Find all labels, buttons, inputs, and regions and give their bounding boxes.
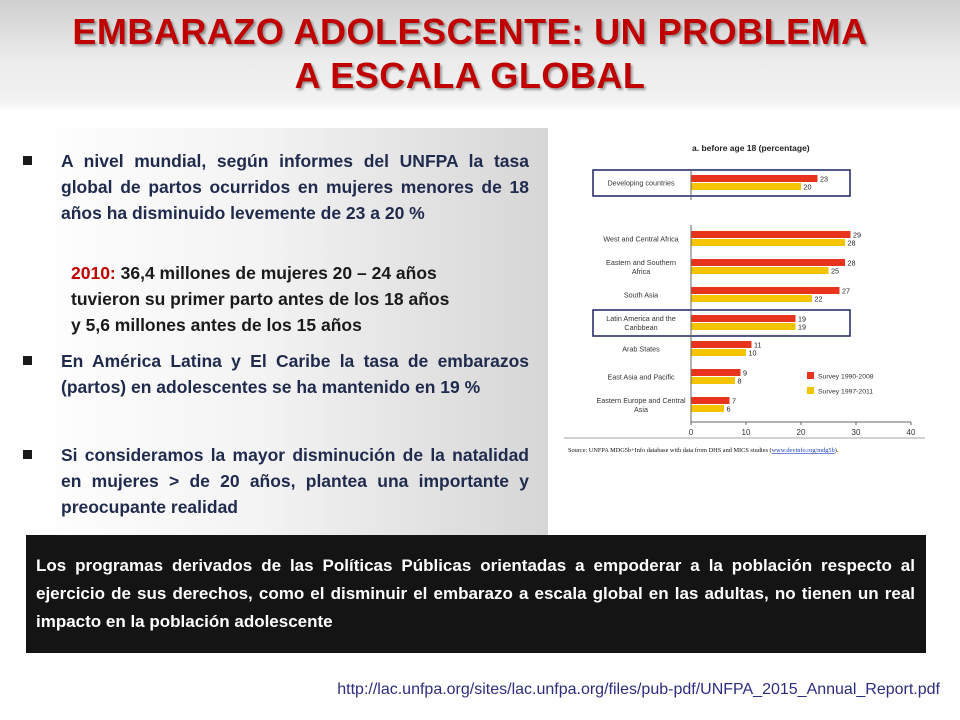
bullet-text: A nivel mundial, según informes del UNFP… — [61, 151, 529, 223]
chart-source-link[interactable]: www.devinfo.org/mdg5b — [772, 447, 835, 454]
category-label: Developing countries — [607, 179, 675, 188]
chart-figure: a. before age 18 (percentage) Developing … — [562, 132, 927, 462]
x-tick-label: 30 — [852, 428, 861, 437]
chart-source-prefix: Source: UNFPA MDG5b+Info database with d… — [568, 447, 772, 454]
bar-value-label: 25 — [831, 266, 839, 275]
source-url[interactable]: http://lac.unfpa.org/sites/lac.unfpa.org… — [337, 681, 940, 698]
bar-value-label: 11 — [754, 340, 761, 349]
bar — [691, 295, 812, 302]
category-label: East Asia and Pacific — [607, 373, 675, 382]
bullet-text: Si consideramos la mayor disminución de … — [61, 445, 529, 517]
bar-value-label: 28 — [848, 258, 856, 267]
bar-value-label: 27 — [842, 286, 850, 295]
bar — [691, 267, 829, 274]
bar-value-label: 23 — [820, 174, 828, 183]
bar-value-label: 10 — [749, 348, 757, 357]
category-label: West and Central Africa — [603, 235, 678, 244]
conclusion-text: Los programas derivados de las Políticas… — [36, 556, 915, 631]
text-panel: A nivel mundial, según informes del UNFP… — [23, 128, 548, 538]
bullet-global-rate: A nivel mundial, según informes del UNFP… — [23, 148, 529, 226]
x-tick-label: 10 — [742, 428, 751, 437]
category-label: Asia — [634, 405, 648, 414]
stat-year: 2010: — [71, 263, 116, 283]
category-label: Eastern and Southern — [606, 258, 676, 267]
highlight-box — [592, 309, 851, 337]
bar — [691, 239, 845, 246]
bar — [691, 397, 730, 404]
x-tick-label: 40 — [907, 428, 916, 437]
bar-value-label: 9 — [743, 368, 747, 377]
x-tick-label: 0 — [689, 428, 694, 437]
stat-line-3: y 5,6 millones antes de los 15 años — [71, 315, 362, 335]
bar — [691, 259, 845, 266]
bar-chart: a. before age 18 (percentage) Developing … — [564, 143, 925, 454]
chart-title: a. before age 18 (percentage) — [692, 143, 810, 153]
conclusion-box: Los programas derivados de las Políticas… — [26, 535, 926, 653]
stat-line-2: tuvieron su primer parto antes de los 18… — [71, 289, 450, 309]
bar-value-label: 29 — [853, 230, 861, 239]
bar — [691, 183, 801, 190]
bar — [691, 287, 840, 294]
bar-value-label: 19 — [798, 322, 806, 331]
title-line-2: A ESCALA GLOBAL — [294, 55, 646, 96]
bar — [691, 231, 851, 238]
title-band — [0, 0, 960, 112]
bar-value-label: 22 — [815, 294, 823, 303]
bullet-natality: Si consideramos la mayor disminución de … — [23, 442, 529, 520]
bar — [691, 369, 741, 376]
category-label: Africa — [632, 267, 650, 276]
legend-swatch — [807, 387, 814, 394]
legend-label: Survey 1997-2011 — [818, 389, 873, 396]
legend-label: Survey 1990-2008 — [818, 374, 874, 381]
bullet-text: En América Latina y El Caribe la tasa de… — [61, 351, 529, 397]
chart-source: Source: UNFPA MDG5b+Info database with d… — [568, 447, 839, 454]
bar — [691, 349, 746, 356]
title-line-1: EMBARAZO ADOLESCENTE: UN PROBLEMA — [72, 11, 868, 52]
bullet-square-icon — [23, 450, 32, 459]
bar — [691, 377, 735, 384]
legend-swatch — [807, 372, 814, 379]
bar-value-label: 20 — [804, 182, 812, 191]
bullet-square-icon — [23, 356, 32, 365]
chart-source-suffix: ). — [835, 447, 839, 454]
bar — [691, 315, 796, 322]
stat-line-1: 36,4 millones de mujeres 20 – 24 años — [115, 263, 437, 283]
category-label: Latin America and the — [606, 314, 676, 323]
bar-value-label: 7 — [732, 396, 736, 405]
bar — [691, 175, 818, 182]
bar-value-label: 8 — [738, 376, 742, 385]
bar — [691, 341, 752, 348]
bar — [691, 405, 724, 412]
bar-value-label: 19 — [798, 314, 806, 323]
category-label: Caribbean — [624, 323, 657, 332]
bullet-latam-rate: En América Latina y El Caribe la tasa de… — [23, 348, 529, 400]
bar-value-label: 6 — [727, 404, 731, 413]
x-tick-label: 20 — [797, 428, 806, 437]
stat-2010: 2010: 36,4 millones de mujeres 20 – 24 a… — [71, 260, 541, 338]
category-label: Eastern Europe and Central — [596, 396, 686, 405]
category-label: South Asia — [624, 291, 658, 300]
slide-title: EMBARAZO ADOLESCENTE: UN PROBLEMA A ESCA… — [0, 10, 940, 98]
bar-value-label: 28 — [848, 238, 856, 247]
category-label: Arab States — [622, 345, 660, 354]
bullet-square-icon — [23, 156, 32, 165]
highlight-box — [592, 169, 851, 197]
bar — [691, 323, 796, 330]
